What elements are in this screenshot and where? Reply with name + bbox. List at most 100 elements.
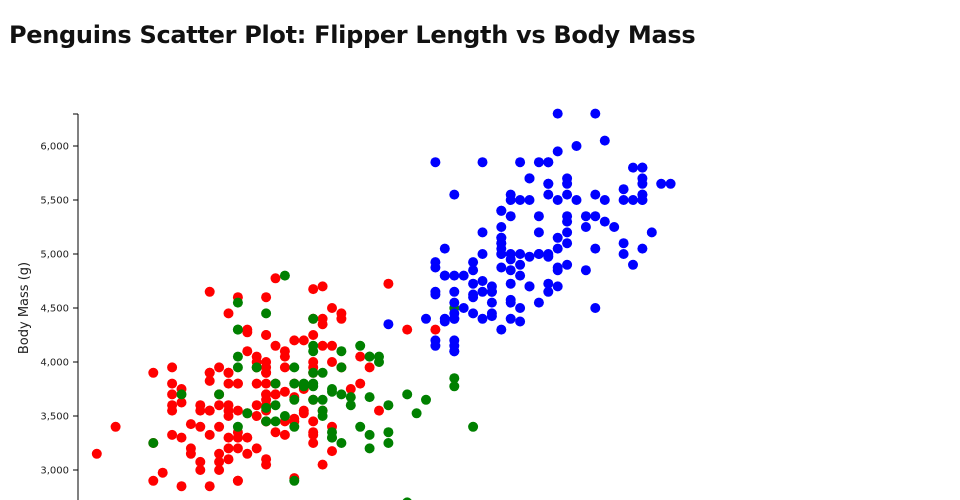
scatter-point-series-1 (223, 378, 234, 389)
scatter-point-series-2 (355, 340, 366, 351)
scatter-point-series-2 (232, 362, 243, 373)
scatter-point-series-1 (195, 465, 206, 475)
scatter-point-series-1 (383, 278, 394, 289)
scatter-point-series-3 (628, 259, 638, 270)
scatter-point-series-3 (505, 265, 516, 276)
scatter-point-series-3 (421, 313, 431, 324)
y-axis-title: Body Mass (g) (17, 262, 32, 354)
scatter-point-series-2 (336, 389, 347, 400)
scatter-point-series-1 (242, 346, 253, 357)
scatter-point-series-1 (167, 389, 178, 400)
scatter-point-series-3 (477, 276, 488, 286)
scatter-point-series-1 (214, 400, 225, 411)
scatter-point-series-3 (609, 222, 620, 232)
y-axis: 3,000 3,500 4,000 4,500 5,000 5,500 6,000 (40, 113, 79, 500)
scatter-point-series-3 (430, 157, 441, 168)
scatter-point-series-1 (279, 386, 290, 397)
scatter-point-series-3 (543, 178, 554, 189)
scatter-point-series-1 (242, 448, 253, 459)
scatter-point-series-3 (562, 259, 573, 270)
scatter-point-series-1 (261, 389, 272, 400)
scatter-point-series-3 (515, 303, 526, 313)
scatter-point-series-2 (327, 384, 337, 394)
scatter-point-series-1 (355, 351, 366, 362)
scatter-point-series-3 (533, 227, 544, 238)
scatter-point-series-3 (552, 108, 563, 119)
scatter-point-series-1 (176, 481, 187, 492)
scatter-point-series-3 (524, 281, 535, 292)
scatter-point-series-3 (543, 286, 554, 297)
scatter-point-series-1 (308, 438, 319, 448)
scatter-point-series-3 (580, 211, 591, 222)
scatter-point-series-2 (364, 443, 375, 454)
scatter-point-series-1 (374, 405, 384, 416)
scatter-point-series-3 (439, 270, 450, 281)
scatter-point-series-3 (430, 257, 441, 268)
scatter-point-series-3 (439, 316, 450, 327)
scatter-point-series-3 (496, 205, 507, 216)
scatter-point-series-3 (562, 189, 573, 200)
scatter-point-series-3 (562, 178, 573, 189)
scatter-point-series-1 (176, 397, 187, 408)
scatter-point-series-3 (543, 189, 554, 200)
scatter-point-series-1 (345, 384, 356, 394)
scatter-point-series-2 (327, 427, 337, 438)
scatter-point-series-2 (336, 362, 347, 373)
scatter-point-series-2 (317, 394, 328, 405)
scatter-point-series-3 (505, 313, 516, 324)
y-tick-label: 5,500 (40, 196, 69, 207)
scatter-point-series-2 (383, 400, 394, 411)
scatter-point-series-1 (223, 443, 234, 454)
scatter-point-series-1 (232, 443, 243, 454)
scatter-point-series-1 (327, 303, 337, 313)
scatter-point-series-3 (552, 232, 563, 243)
scatter-point-series-2 (232, 324, 243, 335)
scatter-point-series-3 (477, 313, 488, 324)
scatter-point-series-1 (270, 340, 281, 351)
scatter-point-series-3 (562, 227, 573, 238)
scatter-point-series-1 (327, 357, 337, 367)
scatter-point-series-3 (628, 162, 638, 173)
scatter-point-series-2 (232, 297, 243, 308)
scatter-point-series-1 (261, 330, 272, 340)
scatter-point-series-1 (289, 413, 300, 424)
y-tick-label: 5,000 (40, 250, 69, 261)
scatter-point-series-3 (599, 195, 610, 205)
scatter-point-series-3 (618, 238, 629, 249)
scatter-point-series-1 (279, 362, 290, 373)
scatter-point-series-2 (261, 308, 272, 319)
scatter-point-series-1 (185, 419, 196, 430)
scatter-point-series-3 (590, 211, 601, 222)
scatter-point-series-3 (562, 238, 573, 249)
scatter-point-series-1 (308, 330, 319, 340)
scatter-point-series-1 (251, 351, 262, 362)
scatter-point-series-3 (533, 157, 544, 168)
scatter-point-series-3 (552, 195, 563, 205)
scatter-point-series-3 (477, 286, 488, 297)
scatter-point-series-1 (402, 324, 413, 335)
scatter-point-series-1 (232, 432, 243, 443)
scatter-point-series-1 (308, 427, 319, 438)
scatter-point-series-3 (515, 316, 526, 327)
scatter-point-series-3 (599, 135, 610, 146)
scatter-point-series-3 (468, 292, 479, 303)
scatter-point-series-3 (637, 243, 648, 254)
scatter-point-series-3 (580, 265, 591, 276)
scatter-point-series-2 (308, 381, 319, 392)
scatter-point-series-1 (223, 454, 234, 465)
scatter-point-series-1 (167, 378, 178, 389)
scatter-point-series-3 (618, 184, 629, 195)
scatter-point-series-1 (204, 367, 215, 378)
scatter-point-series-2 (308, 367, 319, 378)
scatter-point-series-2 (289, 475, 300, 486)
scatter-point-series-2 (336, 438, 347, 448)
scatter-point-series-1 (261, 378, 272, 389)
scatter-point-series-3 (524, 195, 535, 205)
scatter-point-series-3 (505, 211, 516, 222)
scatter-point-series-2 (279, 270, 290, 281)
scatter-point-series-3 (477, 157, 488, 168)
y-tick-label: 4,500 (40, 304, 69, 315)
scatter-point-series-3 (458, 303, 469, 313)
scatter-point-series-3 (515, 259, 526, 270)
